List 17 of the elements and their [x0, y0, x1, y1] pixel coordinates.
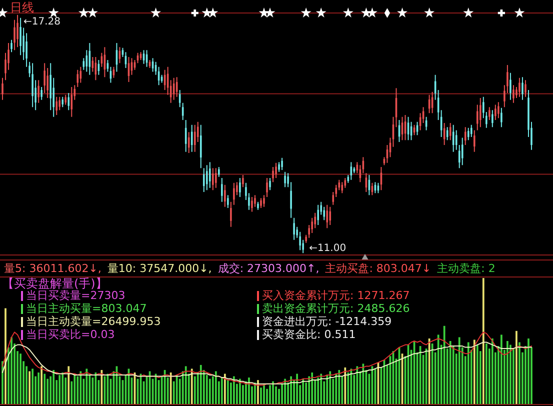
text: 量10: 37547.000↓,: [107, 262, 212, 276]
chart-title: 【买卖盘解量(手)】: [2, 276, 108, 290]
text: 量5: 36011.602↓,: [4, 262, 102, 276]
annotation: 当日主动买量=803.047: [26, 302, 147, 316]
text: 主动买盘: 803.047↓: [325, 262, 432, 276]
annotation: 买卖资金比: 0.511: [262, 328, 356, 342]
annotation: 资金进出万元: -1214.359: [262, 315, 392, 328]
annotation: 当日主动卖量=26499.953: [26, 315, 161, 328]
annotation: ←11.00: [309, 242, 346, 254]
chart-title: 日线: [10, 0, 34, 14]
annotation: ←17.28: [24, 16, 61, 28]
text: 主动卖盘: 2: [437, 262, 496, 276]
annotation: 当日买卖比=0.03: [26, 328, 115, 342]
annotation: 卖出资金累计万元: 2485.626: [262, 302, 410, 316]
annotation: 当日买卖量=27303: [26, 289, 126, 302]
text: 成交: 27303.000↑,: [218, 262, 320, 276]
annotation: 买入资金累计万元: 1271.267: [262, 289, 410, 302]
